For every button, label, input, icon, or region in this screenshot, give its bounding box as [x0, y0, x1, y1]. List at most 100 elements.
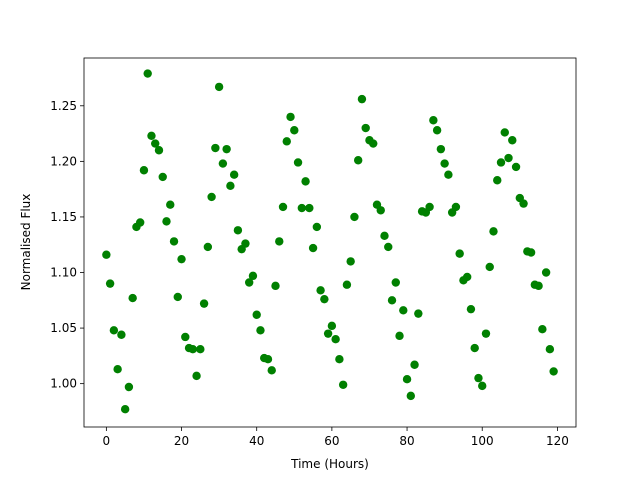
point	[293, 158, 303, 167]
point	[248, 271, 258, 281]
point	[466, 304, 476, 314]
point	[327, 321, 337, 331]
x-tick-label: 100	[471, 434, 494, 448]
point	[350, 212, 359, 222]
point	[342, 280, 352, 289]
point	[113, 365, 122, 374]
point	[162, 217, 171, 226]
point	[166, 200, 175, 209]
point	[312, 222, 322, 232]
y-axis-label: Normalised Flux	[19, 194, 33, 291]
point	[436, 144, 446, 154]
point	[143, 69, 152, 78]
x-tick-label: 20	[174, 434, 189, 448]
point	[102, 250, 111, 259]
point	[229, 170, 239, 179]
point	[474, 373, 483, 383]
point	[286, 112, 295, 122]
point	[455, 249, 464, 258]
point	[301, 177, 310, 186]
point	[117, 330, 126, 339]
point	[181, 332, 190, 342]
point	[384, 242, 393, 252]
point	[211, 143, 220, 153]
point	[226, 181, 235, 191]
point	[391, 278, 400, 287]
point	[406, 391, 416, 401]
point	[323, 329, 333, 338]
point	[545, 344, 555, 354]
point	[496, 158, 506, 167]
point	[380, 231, 389, 241]
point	[169, 237, 179, 246]
point	[139, 166, 149, 175]
point	[177, 254, 186, 264]
point	[504, 153, 513, 163]
point	[493, 176, 502, 185]
x-tick-label: 0	[103, 434, 111, 448]
x-axis-label: Time (Hours)	[290, 457, 369, 471]
point	[158, 172, 167, 182]
point	[335, 355, 344, 364]
point	[440, 159, 449, 168]
point	[429, 116, 438, 125]
point	[196, 344, 205, 354]
point	[218, 159, 228, 168]
point	[489, 227, 498, 236]
point	[154, 146, 164, 155]
axes-frame	[83, 57, 577, 428]
point	[128, 293, 137, 303]
x-tick-label: 40	[249, 434, 264, 448]
point	[500, 128, 509, 137]
y-tick-label: 1.15	[50, 210, 77, 224]
point	[222, 144, 231, 154]
point	[538, 324, 547, 334]
y-tick-label: 1.25	[50, 99, 77, 113]
y-tick-label: 1.20	[50, 154, 77, 168]
point	[387, 296, 397, 305]
point	[105, 279, 115, 288]
point	[511, 162, 521, 172]
y-tick-label: 1.10	[50, 266, 77, 280]
point	[188, 344, 198, 354]
point	[376, 206, 385, 215]
point	[320, 294, 329, 304]
point	[425, 202, 434, 212]
point	[549, 367, 558, 376]
point	[147, 131, 156, 141]
point	[519, 199, 528, 208]
point	[526, 248, 536, 257]
point	[256, 326, 265, 335]
point	[199, 299, 209, 308]
point	[290, 126, 299, 135]
point	[338, 380, 348, 389]
y-tick-label: 1.00	[50, 377, 77, 391]
point	[470, 343, 479, 353]
point	[192, 371, 201, 381]
point	[203, 242, 213, 252]
point	[120, 405, 130, 414]
point	[361, 123, 370, 133]
point	[410, 360, 419, 369]
point	[275, 237, 284, 246]
point	[451, 202, 461, 212]
point	[278, 202, 288, 212]
point	[369, 139, 378, 148]
point	[109, 326, 119, 335]
point	[233, 226, 243, 235]
point	[151, 139, 160, 148]
point	[124, 382, 134, 392]
point	[357, 94, 367, 104]
point	[207, 192, 216, 202]
point	[395, 331, 404, 341]
y-tick-label: 1.05	[50, 321, 77, 335]
point	[214, 82, 224, 92]
point	[414, 309, 423, 318]
x-tick-label: 60	[324, 434, 339, 448]
x-tick-label: 80	[399, 434, 414, 448]
point	[462, 272, 472, 282]
point	[346, 257, 355, 266]
point	[244, 278, 254, 287]
point	[316, 286, 325, 295]
